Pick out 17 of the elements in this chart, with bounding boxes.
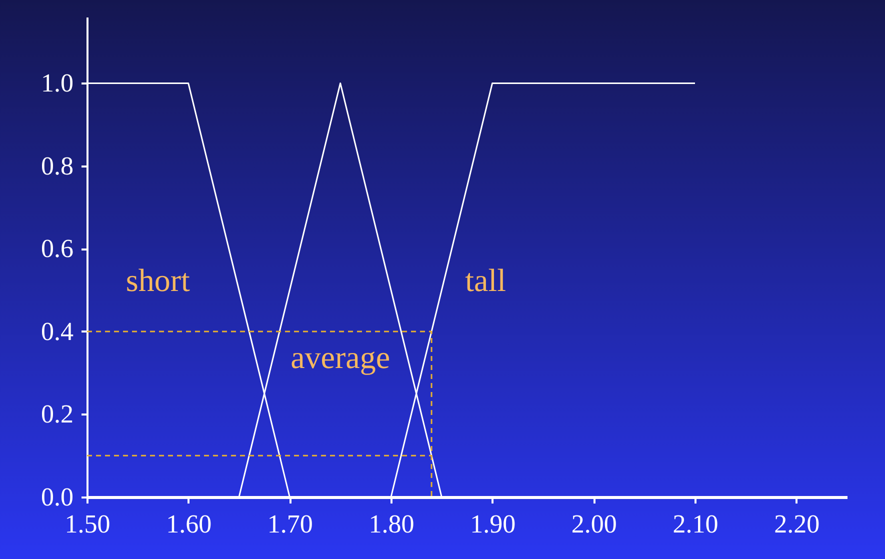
x-tick-label: 1.80: [368, 510, 414, 538]
y-tick-label: 0.0: [41, 482, 74, 512]
y-tick-label: 0.8: [41, 151, 74, 180]
series-label: tall: [465, 262, 506, 298]
y-tick-label: 1.0: [41, 68, 74, 98]
x-tick-label: 1.60: [166, 510, 212, 538]
series-label: average: [290, 338, 390, 375]
x-tick-label: 2.00: [571, 510, 617, 538]
y-tick-label: 0.2: [41, 400, 74, 429]
x-tick-label: 2.10: [672, 510, 718, 538]
x-tick-label: 1.70: [267, 510, 313, 538]
x-tick-label: 1.90: [470, 510, 516, 538]
series-label: short: [126, 262, 190, 298]
y-tick-label: 0.6: [41, 234, 74, 264]
y-tick-label: 0.4: [41, 316, 74, 346]
x-tick-label: 1.50: [64, 510, 110, 538]
x-tick-label: 2.20: [774, 510, 820, 538]
